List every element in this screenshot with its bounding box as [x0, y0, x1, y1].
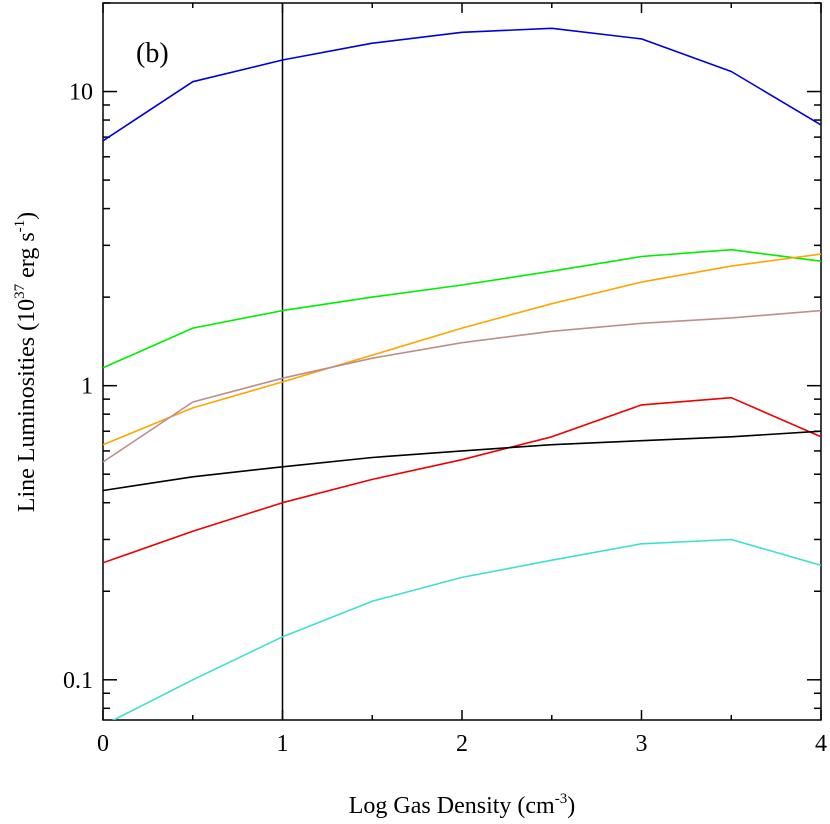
series-line-rosy-brown [103, 309, 821, 463]
panel-label: (b) [136, 38, 169, 69]
series-line-turquoise [111, 538, 821, 720]
y-axis-title-main: Line Luminosities (10 [14, 299, 40, 512]
x-axis-title-main: Log Gas Density (cm [349, 793, 555, 819]
x-axis-title-suffix: ) [567, 793, 575, 819]
x-axis-title-exponent: -3 [555, 791, 568, 807]
plot-frame [102, 2, 822, 721]
y-axis-title-exponent-2: -1 [12, 220, 28, 233]
axis-ticks [102, 2, 822, 720]
x-tick-label: 1 [277, 731, 289, 757]
y-axis-title-exponent-1: 37 [12, 283, 28, 299]
y-axis-title: Line Luminosities (1037 erg s-1) [12, 212, 40, 512]
series-line-orange [103, 253, 821, 446]
x-tick-label: 2 [456, 731, 468, 757]
x-tick-label: 4 [815, 731, 827, 757]
series-line-green [103, 248, 821, 369]
y-axis-title-suffix: ) [14, 212, 40, 220]
tick-labels: 0 1 2 3 4 0.1 1 10 [63, 80, 827, 757]
y-tick-label: 10 [69, 80, 93, 106]
y-tick-label: 0.1 [63, 668, 93, 694]
series-line-blue [103, 27, 821, 142]
x-tick-label: 0 [97, 731, 109, 757]
x-axis-title: Log Gas Density (cm-3) [349, 791, 575, 819]
x-tick-label: 3 [636, 731, 648, 757]
y-tick-label: 1 [81, 374, 93, 400]
y-axis-title-middle: erg s [14, 232, 40, 284]
series-line-black [103, 430, 821, 492]
series-layer [103, 3, 821, 720]
series-line-red [103, 396, 821, 564]
